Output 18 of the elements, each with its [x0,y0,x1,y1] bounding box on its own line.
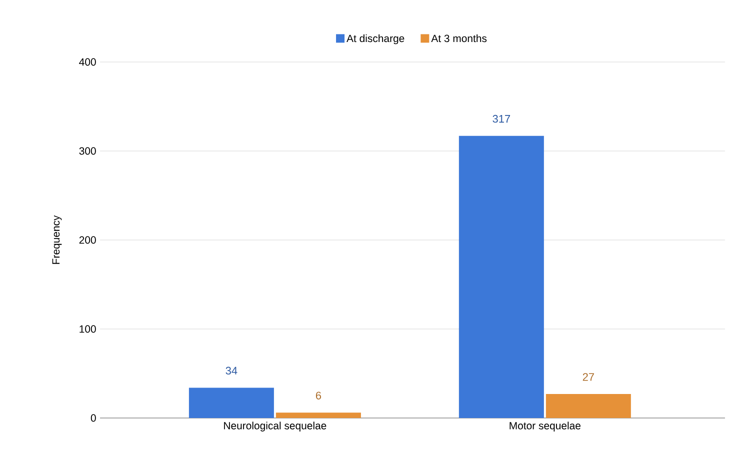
data-label: 317 [492,114,510,123]
data-label: 34 [226,366,238,375]
x-tick-label: Motor sequelae [510,422,580,432]
bar [276,412,361,418]
bar [188,388,274,418]
data-label: 27 [582,373,594,381]
x-tick-label: Neurological sequelae [224,422,326,432]
y-tick-label: 200 [79,236,96,244]
y-tick-label: 0 [90,414,96,422]
y-tick-label: 300 [79,147,96,155]
legend-label: At discharge [346,34,404,44]
legend-label: At 3 months [431,34,487,42]
bar [546,394,631,418]
y-tick-label: 400 [79,58,96,66]
data-label: 6 [316,392,322,400]
y-axis-title: Frequency [52,215,62,264]
y-tick-label: 100 [80,325,96,333]
bar [458,136,544,418]
